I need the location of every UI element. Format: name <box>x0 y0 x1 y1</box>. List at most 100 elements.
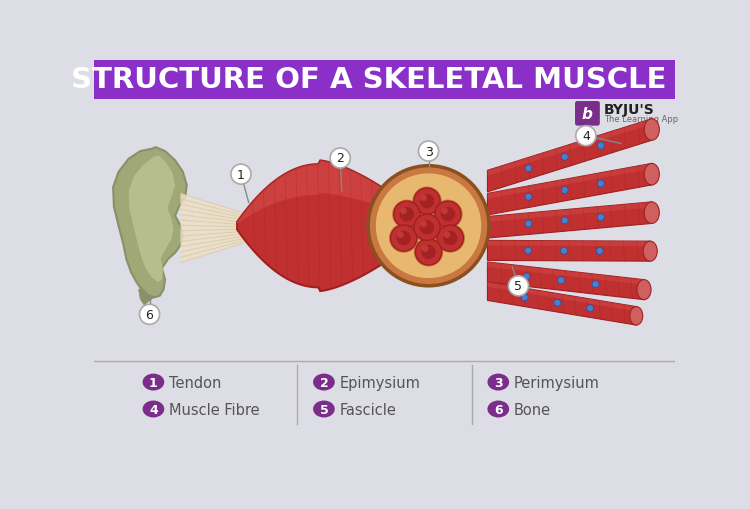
Circle shape <box>420 221 434 235</box>
Polygon shape <box>237 161 428 292</box>
Text: STRUCTURE OF A SKELETAL MUSCLE: STRUCTURE OF A SKELETAL MUSCLE <box>71 66 667 94</box>
Text: 2: 2 <box>320 376 328 389</box>
FancyBboxPatch shape <box>573 101 675 130</box>
Text: Fascicle: Fascicle <box>340 402 396 417</box>
Text: 1: 1 <box>237 168 245 181</box>
Ellipse shape <box>630 307 643 325</box>
Circle shape <box>330 149 350 168</box>
Circle shape <box>421 195 427 202</box>
Circle shape <box>368 166 489 286</box>
Circle shape <box>586 305 593 312</box>
Circle shape <box>561 154 568 161</box>
Circle shape <box>419 142 439 162</box>
Ellipse shape <box>637 280 651 300</box>
Polygon shape <box>488 241 650 262</box>
Circle shape <box>376 174 482 278</box>
Text: The Learning App: The Learning App <box>604 115 678 124</box>
Text: 1: 1 <box>149 376 158 389</box>
Ellipse shape <box>488 374 509 391</box>
Circle shape <box>437 225 464 251</box>
Text: 6: 6 <box>146 308 154 321</box>
FancyBboxPatch shape <box>575 102 600 126</box>
Circle shape <box>443 232 458 246</box>
Text: 4: 4 <box>149 403 158 416</box>
Polygon shape <box>488 120 652 176</box>
Ellipse shape <box>644 164 659 186</box>
Text: 5: 5 <box>514 280 523 293</box>
Polygon shape <box>488 263 644 300</box>
Circle shape <box>557 277 565 284</box>
Circle shape <box>597 143 604 150</box>
Text: 5: 5 <box>320 403 328 416</box>
Circle shape <box>597 181 604 187</box>
Ellipse shape <box>142 374 164 391</box>
FancyBboxPatch shape <box>94 61 675 99</box>
Text: 4: 4 <box>582 130 590 143</box>
Circle shape <box>420 194 434 209</box>
Circle shape <box>231 165 251 185</box>
Text: Perimysium: Perimysium <box>514 375 600 390</box>
Circle shape <box>592 281 599 288</box>
Circle shape <box>525 221 532 228</box>
Circle shape <box>400 208 406 215</box>
Text: 3: 3 <box>494 376 502 389</box>
Text: b: b <box>582 106 592 122</box>
Circle shape <box>523 273 530 280</box>
Circle shape <box>441 208 455 222</box>
Circle shape <box>421 221 427 228</box>
Polygon shape <box>181 194 272 263</box>
Circle shape <box>596 248 603 255</box>
Circle shape <box>525 248 532 254</box>
Polygon shape <box>139 288 154 305</box>
Circle shape <box>392 200 422 230</box>
Circle shape <box>554 300 561 306</box>
Ellipse shape <box>488 401 509 418</box>
Text: Bone: Bone <box>514 402 551 417</box>
Circle shape <box>509 276 529 296</box>
Ellipse shape <box>644 242 657 262</box>
Text: 2: 2 <box>336 152 344 165</box>
Circle shape <box>576 126 596 147</box>
Ellipse shape <box>313 401 334 418</box>
Ellipse shape <box>644 120 659 141</box>
Text: Muscle Fibre: Muscle Fibre <box>169 402 260 417</box>
Circle shape <box>140 305 160 325</box>
Text: 3: 3 <box>424 145 433 158</box>
Circle shape <box>422 245 436 260</box>
Polygon shape <box>488 203 652 222</box>
Polygon shape <box>488 263 644 285</box>
Polygon shape <box>488 241 650 247</box>
Polygon shape <box>237 161 428 224</box>
Circle shape <box>400 208 414 222</box>
Circle shape <box>394 202 420 228</box>
Circle shape <box>413 213 442 242</box>
Circle shape <box>525 194 532 201</box>
Circle shape <box>435 202 461 228</box>
Circle shape <box>561 217 568 224</box>
Text: Tendon: Tendon <box>169 375 221 390</box>
Polygon shape <box>488 282 636 312</box>
Text: Epimysium: Epimysium <box>340 375 420 390</box>
Circle shape <box>389 224 418 253</box>
Circle shape <box>441 208 448 215</box>
Circle shape <box>436 224 465 253</box>
Circle shape <box>414 215 440 241</box>
Circle shape <box>597 214 604 221</box>
Polygon shape <box>488 282 636 325</box>
Circle shape <box>397 232 411 246</box>
Circle shape <box>398 232 404 239</box>
Polygon shape <box>488 164 652 200</box>
Circle shape <box>422 246 428 252</box>
Circle shape <box>444 232 450 239</box>
Circle shape <box>414 189 440 215</box>
Circle shape <box>391 225 417 251</box>
Circle shape <box>561 187 568 194</box>
Ellipse shape <box>644 203 659 224</box>
Ellipse shape <box>313 374 334 391</box>
Circle shape <box>521 294 528 301</box>
Polygon shape <box>113 148 187 298</box>
Ellipse shape <box>142 401 164 418</box>
Polygon shape <box>488 164 652 215</box>
Circle shape <box>413 187 442 216</box>
Text: 6: 6 <box>494 403 502 416</box>
